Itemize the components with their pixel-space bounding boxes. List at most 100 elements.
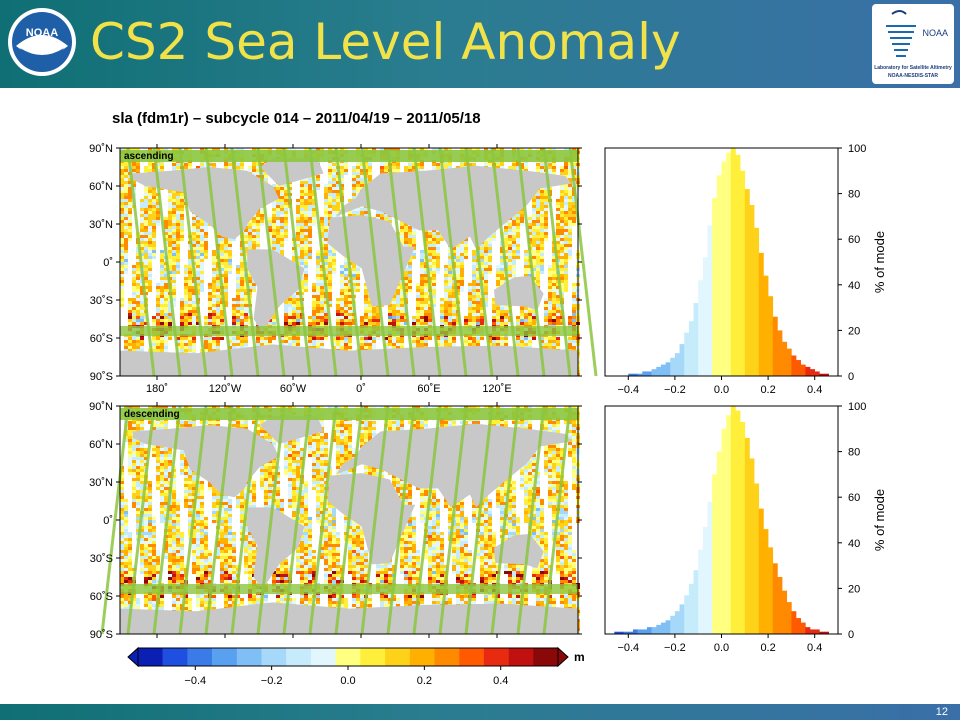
histogram-bar <box>721 161 727 376</box>
histogram-x-tick-label: −0.4 <box>617 384 639 396</box>
slide-header: NOAA CS2 Sea Level Anomaly NOAA Laborato… <box>0 0 960 88</box>
lsa-logo-line1: Laboratory for Satellite Altimetry <box>874 65 952 71</box>
lsa-logo-text: NOAA <box>922 28 948 38</box>
descending-map-panel: descending 90˚N 60˚N 30˚N 0˚ 30˚S 60˚S 90˚S <box>89 401 582 641</box>
colorbar-segment <box>533 648 559 666</box>
ascending-label: ascending <box>124 151 173 162</box>
histogram-y-tick-label: 100 <box>848 401 866 413</box>
histogram-bar <box>688 321 694 376</box>
map-lat-tick-label: 60˚S <box>90 333 113 345</box>
histogram-bar <box>684 332 690 376</box>
noaa-logo: NOAA <box>8 8 76 76</box>
histogram-bar <box>721 428 727 634</box>
histogram-bar <box>651 627 657 634</box>
map-lon-tick-label: 0˚ <box>356 383 366 395</box>
histogram-bar <box>777 577 783 634</box>
colorbar-segment <box>138 648 163 666</box>
map-lat-tick-label: 30˚S <box>90 553 113 565</box>
histogram-bar <box>772 563 778 634</box>
histogram-x-tick-label: −0.4 <box>617 642 639 654</box>
histogram-bar <box>628 373 634 376</box>
ascending-map-panel: ascending 90˚N 60˚N 30˚N 0˚ 30˚S 60˚S 90˚S 180˚ 1… <box>89 143 598 395</box>
map-lat-tick-label: 0˚ <box>103 257 113 269</box>
histogram-bar <box>824 631 829 634</box>
colorbar-tick-label: 0.4 <box>493 675 508 687</box>
histogram-bar <box>744 437 750 634</box>
histogram-y-tick-label: 80 <box>848 447 860 459</box>
histogram-bar <box>791 611 797 634</box>
colorbar-segment <box>162 648 188 666</box>
histogram-bar <box>749 205 755 376</box>
histogram-bar <box>768 296 774 376</box>
histogram-y-tick-label: 0 <box>848 629 854 641</box>
histogram-bar <box>618 631 624 634</box>
histogram-bar <box>628 631 634 634</box>
satellite-altimetry-icon <box>886 10 916 57</box>
map-lat-tick-label: 30˚S <box>90 295 113 307</box>
histogram-bar <box>702 526 708 634</box>
descending-histogram: −0.4 −0.2 0.0 0.2 0.4 0 20 40 60 80 100 % of mode <box>604 401 887 654</box>
histogram-bar <box>800 364 806 376</box>
colorbar-segment <box>261 648 287 666</box>
histogram-bar <box>763 529 769 634</box>
histogram-bar <box>740 170 746 376</box>
histogram-bar <box>726 415 732 634</box>
colorbar-segment <box>212 648 238 666</box>
map-lat-tick-label: 60˚S <box>90 591 113 603</box>
map-lat-tick-label: 30˚N <box>89 219 113 231</box>
map-lat-tick-label: 30˚N <box>89 477 113 489</box>
histogram-bar <box>670 615 676 634</box>
map-lon-tick-label: 60˚E <box>417 383 440 395</box>
histogram-x-tick-label: −0.2 <box>664 384 686 396</box>
histogram-bar <box>712 198 718 376</box>
map-lat-tick-label: 90˚S <box>90 371 113 383</box>
map-lon-tick-label: 180˚ <box>146 383 168 395</box>
histogram-bar <box>800 622 806 634</box>
histogram-x-tick-label: −0.2 <box>664 642 686 654</box>
land-mass <box>327 215 416 307</box>
histogram-bar <box>707 225 713 376</box>
sla-figure: ascending 90˚N 60˚N 30˚N 0˚ 30˚S 60˚S 90˚S 180˚ 1… <box>89 143 887 687</box>
histogram-bar <box>637 629 643 634</box>
histogram-bar <box>754 483 760 634</box>
colorbar-segment <box>310 648 336 666</box>
histogram-bar <box>693 570 699 634</box>
histogram-bar <box>679 604 685 634</box>
antarctic-ice-edge <box>120 326 578 336</box>
colorbar-segment <box>236 648 262 666</box>
histogram-x-tick-label: 0.2 <box>760 384 775 396</box>
histogram-y-tick-label: 60 <box>848 234 860 246</box>
colorbar-tick-label: −0.2 <box>261 675 283 687</box>
land-mass <box>247 249 305 332</box>
histogram-bar <box>744 189 750 376</box>
histogram-bar <box>698 549 704 634</box>
histogram-x-tick-label: 0.4 <box>807 642 822 654</box>
colorbar-low-arrow <box>127 646 139 668</box>
colorbar-tick-label: −0.4 <box>184 675 206 687</box>
histogram-x-tick-label: 0.0 <box>714 384 729 396</box>
page-title: CS2 Sea Level Anomaly <box>90 13 681 71</box>
histogram-bar <box>642 371 648 376</box>
ice-tracks <box>126 147 598 377</box>
histogram-bar <box>712 474 718 634</box>
map-lat-tick-label: 60˚N <box>89 439 113 451</box>
sla-maps: ascending 90˚N 60˚N 30˚N 0˚ 30˚S 60˚S 90˚S 180˚ 1… <box>89 143 598 641</box>
histogram-y-tick-label: 80 <box>848 189 860 201</box>
ice-tracks <box>100 405 572 635</box>
histogram-bar <box>679 344 685 376</box>
histogram-y-tick-label: 40 <box>848 280 860 292</box>
map-lat-tick-label: 0˚ <box>103 515 113 527</box>
histogram-y-tick-label: 20 <box>848 325 860 337</box>
histogram-bar <box>656 366 662 376</box>
map-lat-tick-label: 90˚S <box>90 629 113 641</box>
plot-title: sla (fdm1r) – subcycle 014 – 2011/04/19 … <box>112 110 481 127</box>
slide-footer: 12 <box>0 704 960 720</box>
map-lon-tick-label: 120˚W <box>209 383 242 395</box>
histogram-bar <box>758 252 764 376</box>
histogram-y-tick-label: 100 <box>848 143 866 155</box>
histogram-y-tick-label: 0 <box>848 371 854 383</box>
histogram-bar <box>786 348 792 376</box>
histogram-y-tick-label: 60 <box>848 492 860 504</box>
colorbar-segment <box>335 648 361 666</box>
